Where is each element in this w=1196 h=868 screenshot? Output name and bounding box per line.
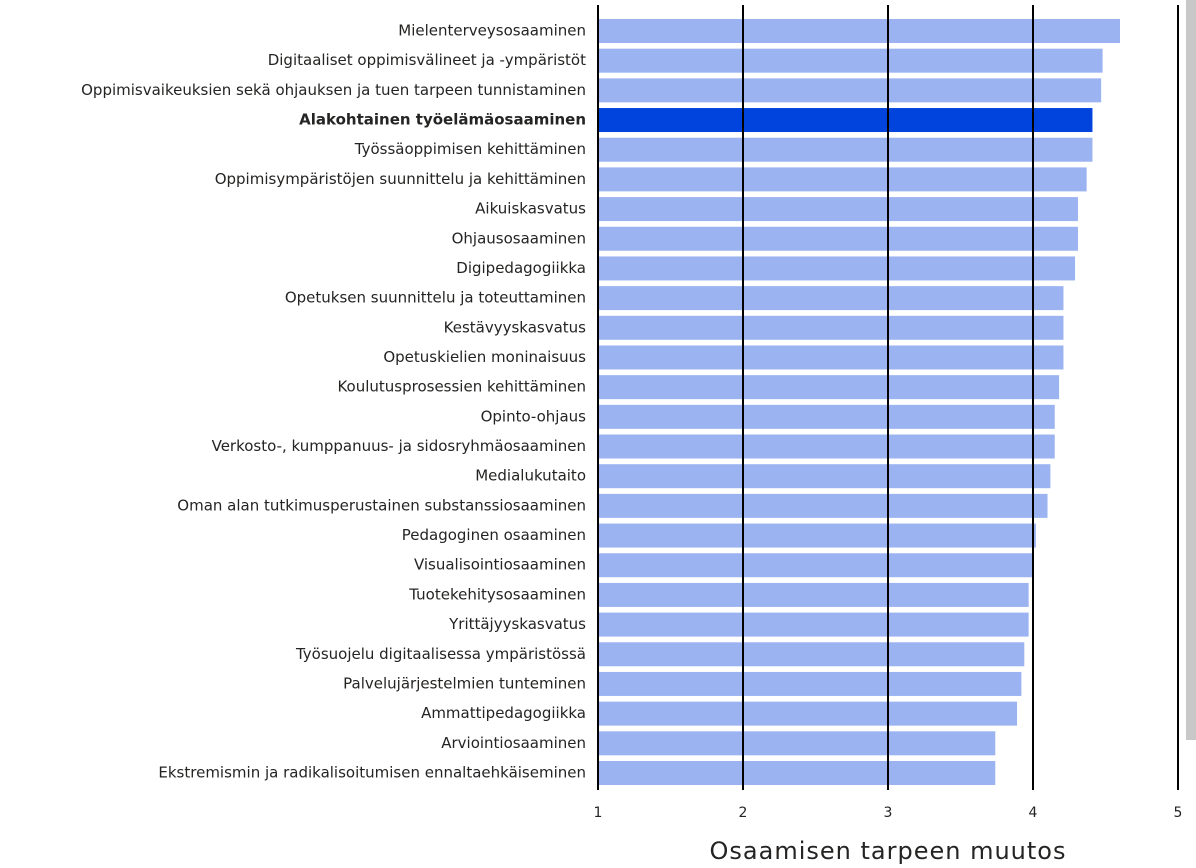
y-tick-label: Ekstremismin ja radikalisoitumisen ennal…	[158, 764, 586, 782]
bar	[598, 464, 1051, 489]
x-axis-title: Osaamisen tarpeen muutos	[710, 837, 1067, 865]
y-tick-label: Kestävyyskasvatus	[444, 318, 587, 336]
bar	[598, 226, 1078, 251]
x-tick-label: 4	[1029, 805, 1038, 821]
bar	[598, 19, 1120, 43]
y-tick-label: Palvelujärjestelmien tunteminen	[343, 674, 586, 692]
bar	[598, 642, 1025, 667]
x-tick-label: 2	[739, 805, 748, 821]
bar	[598, 761, 996, 785]
bar	[598, 375, 1060, 400]
bar	[598, 671, 1022, 696]
bar	[598, 48, 1103, 73]
bar	[598, 137, 1093, 162]
y-tick-label: Opinto-ohjaus	[481, 407, 587, 425]
y-tick-label: Verkosto-, kumppanuus- ja sidosryhmäosaa…	[212, 437, 586, 455]
bar	[598, 701, 1018, 726]
bar	[598, 197, 1078, 222]
y-tick-label: Pedagoginen osaaminen	[402, 526, 586, 544]
bar	[598, 286, 1064, 311]
bar	[598, 404, 1055, 429]
y-tick-label: Työsuojelu digitaalisessa ympäristössä	[295, 645, 586, 663]
bar	[598, 78, 1102, 103]
bar	[598, 167, 1087, 192]
y-tick-label: Digitaaliset oppimisvälineet ja -ympäris…	[268, 51, 586, 69]
x-tick-label: 3	[884, 805, 893, 821]
y-tick-label: Yrittäjyyskasvatus	[448, 615, 586, 633]
bar	[598, 315, 1064, 340]
bar	[598, 553, 1033, 578]
x-tick-label: 1	[594, 805, 603, 821]
y-tick-label: Opetuksen suunnittelu ja toteuttaminen	[285, 289, 586, 307]
bar	[598, 582, 1029, 607]
bar	[598, 108, 1093, 133]
y-tick-label: Arviointiosaaminen	[441, 734, 586, 752]
y-tick-label: Aikuiskasvatus	[475, 200, 586, 218]
y-tick-label: Digipedagogiikka	[456, 259, 586, 277]
y-tick-label: Oman alan tutkimusperustainen substanssi…	[177, 496, 586, 514]
y-tick-label: Medialukutaito	[475, 467, 586, 485]
bar	[598, 612, 1029, 637]
y-tick-label: Ohjausosaaminen	[452, 229, 586, 247]
bar	[598, 523, 1036, 548]
x-tick-label: 5	[1174, 805, 1183, 821]
y-tick-label: Opetuskielien moninaisuus	[383, 348, 586, 366]
y-tick-label: Visualisointiosaaminen	[414, 556, 586, 574]
y-tick-label: Ammattipedagogiikka	[421, 704, 586, 722]
y-tick-label: Työssäoppimisen kehittäminen	[354, 140, 586, 158]
y-tick-label: Alakohtainen työelämäosaaminen	[299, 111, 586, 129]
bar	[598, 256, 1076, 281]
y-tick-label: Koulutusprosessien kehittäminen	[337, 378, 586, 396]
bar	[598, 345, 1064, 370]
y-tick-label: Oppimisvaikeuksien sekä ohjauksen ja tue…	[81, 81, 586, 99]
y-tick-label: Mielenterveysosaaminen	[398, 22, 586, 40]
y-tick-label: Oppimisympäristöjen suunnittelu ja kehit…	[215, 170, 586, 188]
bar	[598, 493, 1048, 518]
y-tick-label: Tuotekehitysosaaminen	[408, 585, 586, 603]
bar	[598, 731, 996, 756]
scrollbar[interactable]	[1186, 0, 1196, 740]
bar	[598, 434, 1055, 459]
